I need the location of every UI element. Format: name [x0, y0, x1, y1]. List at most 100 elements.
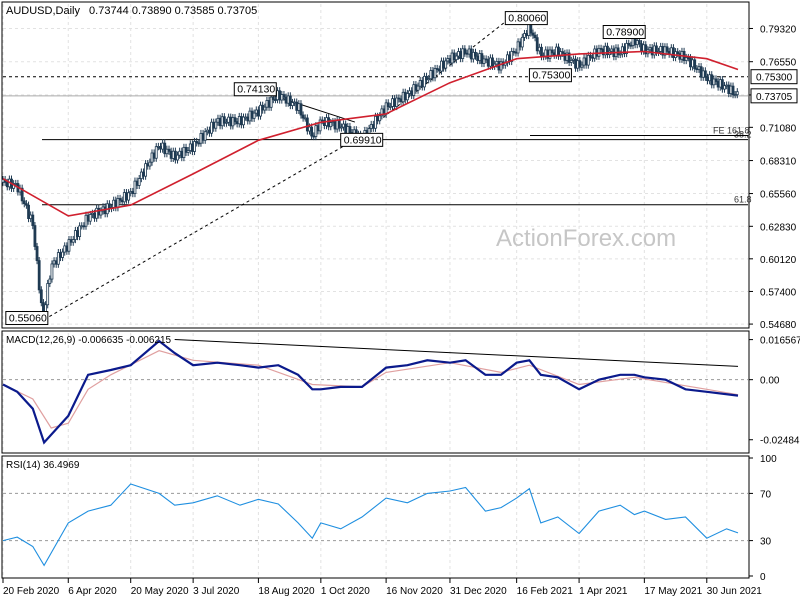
- candle-body: [644, 44, 648, 55]
- candle-body: [61, 251, 64, 258]
- y-tick-label: 0.60120: [760, 255, 797, 266]
- candle-body: [39, 289, 43, 304]
- macd-trend-line: [174, 339, 739, 367]
- candle-body: [699, 66, 703, 78]
- candle-body: [310, 126, 314, 137]
- candle-body: [312, 135, 316, 138]
- candle-body: [118, 198, 122, 201]
- candle-body: [533, 34, 537, 39]
- candle-body: [584, 57, 588, 66]
- candle-body: [33, 225, 37, 247]
- candle-body: [176, 154, 179, 161]
- candle-body: [516, 41, 520, 54]
- candle-body: [142, 171, 145, 177]
- macd-title: MACD(12,26,9) -0.006635 -0.006215: [6, 335, 172, 346]
- candle-body: [414, 84, 418, 91]
- price-annotation-label: 0.80060: [508, 13, 546, 25]
- candle-body: [618, 53, 622, 56]
- candle-body: [576, 60, 580, 69]
- candle-body: [282, 94, 286, 98]
- candle-body: [580, 64, 584, 68]
- x-tick-label: 18 Aug 2020: [258, 586, 315, 597]
- candle-body: [80, 225, 84, 228]
- candle-body: [184, 146, 188, 153]
- candle-body: [342, 123, 345, 128]
- candle-body: [480, 53, 484, 64]
- candle-body: [112, 199, 116, 208]
- candle-body: [686, 57, 690, 59]
- candle-body: [295, 101, 299, 111]
- y-tick-label: 0.68310: [760, 157, 797, 168]
- candle-body: [31, 214, 35, 226]
- candle-body: [269, 96, 273, 108]
- candle-body: [393, 98, 397, 107]
- candle-body: [301, 114, 305, 119]
- candle-body: [463, 48, 467, 54]
- candle-body: [242, 116, 245, 126]
- candle-body: [369, 124, 373, 129]
- candle-body: [116, 198, 120, 209]
- price-annotation-label: 0.78900: [606, 27, 644, 39]
- candle-body: [95, 207, 99, 219]
- candle-body: [591, 56, 594, 59]
- x-tick-label: 3 Jul 2020: [193, 586, 240, 597]
- candle-body: [410, 90, 414, 96]
- candle-body: [606, 45, 609, 56]
- candle-body: [263, 106, 267, 111]
- candle-body: [276, 90, 279, 101]
- candle-body: [329, 122, 333, 128]
- candle-body: [637, 40, 641, 45]
- candle-body: [63, 245, 67, 253]
- candle-body: [435, 68, 439, 70]
- candle-body: [248, 110, 252, 122]
- candle-body: [259, 104, 262, 117]
- candle-body: [205, 129, 209, 133]
- candle-body: [625, 42, 629, 54]
- candle-body: [78, 225, 82, 237]
- candle-body: [20, 187, 24, 202]
- candle-body: [627, 42, 631, 46]
- candle-body: [252, 112, 256, 119]
- candle-body: [71, 239, 75, 243]
- candle-body: [297, 103, 301, 111]
- candle-body: [697, 66, 701, 70]
- candle-body: [137, 178, 141, 186]
- candle-body: [239, 116, 243, 126]
- candle-body: [478, 53, 482, 61]
- rsi-tick-label: 30: [760, 537, 772, 548]
- candle-body: [257, 109, 260, 117]
- candle-body: [195, 141, 199, 144]
- candle-body: [691, 59, 694, 68]
- candle-body: [37, 260, 41, 291]
- candle-body: [161, 142, 165, 150]
- candle-body: [401, 91, 405, 103]
- candle-body: [271, 96, 275, 100]
- price-annotation-label: 0.55060: [9, 313, 47, 325]
- candle-body: [482, 58, 486, 64]
- candle-body: [476, 55, 480, 61]
- macd-tick-label: -0.02484: [760, 436, 800, 447]
- candle-body: [159, 146, 162, 150]
- candle-body: [193, 141, 196, 152]
- candle-body: [448, 58, 452, 64]
- candle-body: [278, 90, 282, 101]
- candle-body: [669, 47, 673, 55]
- candle-body: [433, 68, 437, 79]
- candle-body: [635, 40, 639, 46]
- candle-body: [659, 46, 663, 52]
- candle-body: [182, 146, 186, 159]
- candle-body: [727, 84, 731, 94]
- candle-body: [135, 180, 139, 186]
- candle-body: [216, 117, 220, 123]
- candle-body: [731, 85, 735, 96]
- candle-body: [467, 48, 471, 55]
- candle-body: [237, 116, 241, 125]
- candle-body: [512, 51, 516, 53]
- candle-body: [578, 60, 582, 68]
- candle-body: [427, 78, 431, 81]
- candle-body: [337, 120, 341, 129]
- candle-body: [120, 199, 124, 203]
- y-tick-label: 0.71080: [760, 123, 797, 134]
- candle-body: [442, 60, 445, 69]
